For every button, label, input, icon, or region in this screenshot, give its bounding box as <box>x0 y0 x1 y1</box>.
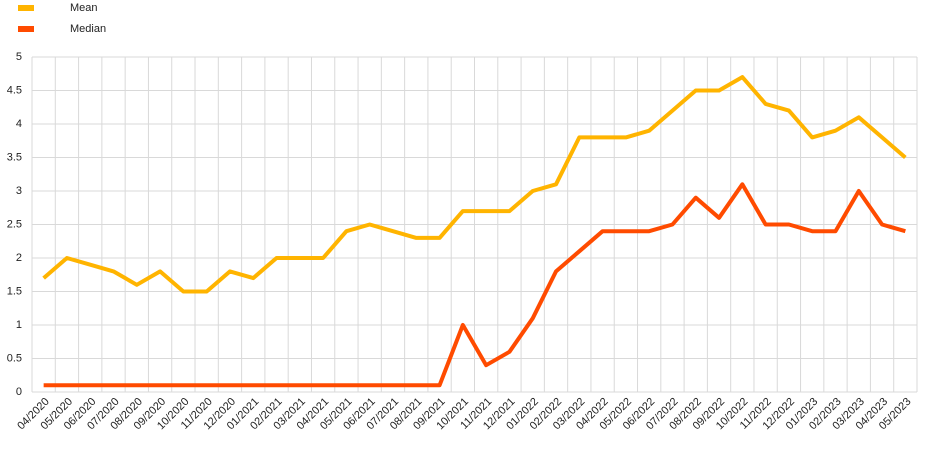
series-line <box>42 75 907 294</box>
y-tick-label: 1.5 <box>7 285 22 297</box>
y-tick-label: 2 <box>16 252 22 264</box>
legend-swatch <box>18 26 34 32</box>
y-tick-label: 3.5 <box>7 151 22 163</box>
legend-label: Median <box>70 23 106 35</box>
y-tick-label: 3 <box>16 185 22 197</box>
y-tick-label: 5 <box>16 51 22 63</box>
y-tick-label: 2.5 <box>7 218 22 230</box>
series-line <box>43 182 906 388</box>
y-tick-label: 4 <box>16 118 22 130</box>
y-tick-label: 1 <box>16 319 22 331</box>
y-tick-label: 0.5 <box>7 352 22 364</box>
y-tick-label: 4.5 <box>7 84 22 96</box>
legend-swatch <box>18 5 34 11</box>
legend-label: Mean <box>70 2 98 14</box>
y-tick-label: 0 <box>16 386 22 398</box>
